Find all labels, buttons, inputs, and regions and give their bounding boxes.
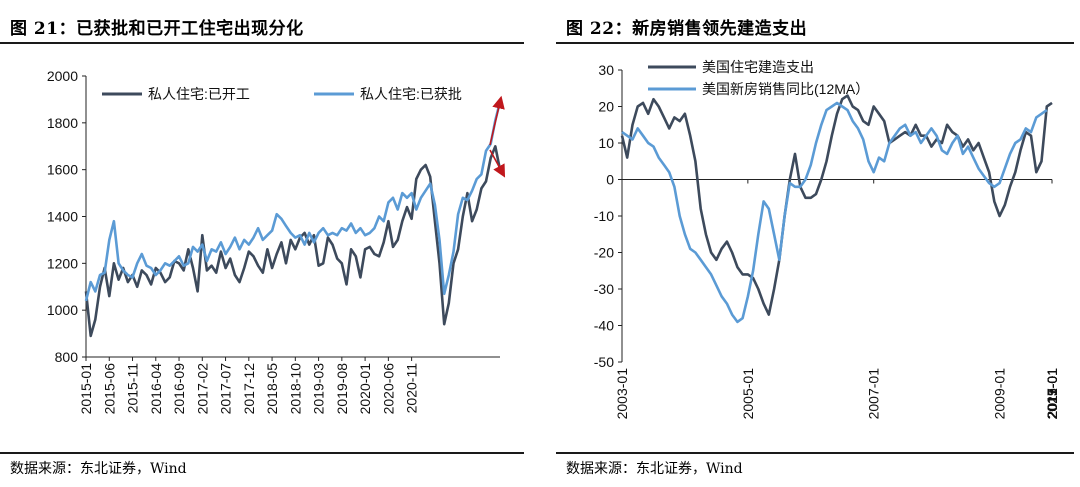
x-tick-label: 2017-02 [194, 363, 210, 415]
x-tick-label: 2011-01 [1044, 368, 1060, 419]
x-tick-label: 2019-08 [334, 363, 350, 415]
y-tick-label: -30 [594, 281, 614, 297]
figure-21: 图 21：已获批和已开工住宅出现分化 800 1000 1200 1400 1600 18… [0, 19, 524, 477]
y-tick-label: -40 [594, 318, 614, 334]
figure-21-source: 数据来源：东北证券，Wind [10, 461, 187, 477]
x-tick-label: 2019-01 [1044, 368, 1060, 420]
annotation-arrow-down [489, 149, 506, 178]
y-tick-label: 0 [606, 172, 614, 188]
y-tick-label: 1400 [47, 209, 78, 225]
y-tick-label: 20 [598, 99, 614, 115]
legend-label: 美国新房销售同比(12MA） [702, 81, 869, 97]
x-tick-label: 2009-01 [992, 368, 1008, 420]
source-rule [556, 452, 1074, 454]
series-line-2 [84, 101, 502, 302]
figure-22-title: 图 22：新房销售领先建造支出 [566, 19, 808, 39]
x-tick-label: 2020-01 [357, 363, 373, 415]
series-line-1 [620, 94, 1053, 316]
annotation-arrow-up [489, 95, 505, 146]
x-tick-label: 2016-09 [171, 363, 187, 415]
figure-21-title: 图 21：已获批和已开工住宅出现分化 [10, 19, 304, 39]
x-tick-label: 2018-10 [287, 363, 303, 415]
y-tick-label: -10 [594, 208, 614, 224]
x-tick-label: 2018-05 [264, 363, 280, 415]
y-tick-label: 30 [598, 62, 614, 78]
y-tick-label: 1800 [47, 115, 78, 131]
x-tick-label: 2016-04 [148, 363, 164, 415]
legend-label: 美国住宅建造支出 [702, 59, 814, 75]
y-tick-label: 10 [598, 135, 614, 151]
y-tick-label: -20 [594, 245, 614, 261]
x-tick-label: 2015-01 [78, 363, 94, 415]
legend-label: 私人住宅:已开工 [148, 86, 250, 102]
x-tick-label: 2017-01 [1044, 368, 1060, 420]
y-tick-label: 1200 [47, 255, 78, 271]
y-tick-label: 1000 [47, 302, 78, 318]
y-tick-label: 2000 [47, 68, 78, 84]
series-line-1 [84, 145, 502, 338]
x-tick-label: 2015-11 [125, 363, 141, 414]
title-rule [556, 42, 1074, 44]
y-tick-label: 800 [55, 349, 79, 365]
chart-22: -50 -40 -30 -20 -10 0 10 20 30 2003-01 2005-01 2007… [594, 59, 1060, 420]
title-rule [0, 42, 524, 44]
source-rule [0, 452, 524, 454]
x-tick-label: 2013-01 [1044, 368, 1060, 420]
figure-22: 图 22：新房销售领先建造支出 -50 -40 -30 -20 -10 0 10 20 30 20… [556, 0, 1080, 487]
x-tick-label: 2017-12 [241, 363, 257, 415]
x-tick-label: 2017-07 [218, 363, 234, 415]
y-tick-label: -50 [594, 354, 614, 370]
y-tick-label: 1600 [47, 162, 78, 178]
chart-21: 800 1000 1200 1400 1600 1800 2000 2015-01 2015-0… [47, 68, 506, 415]
x-tick-label: 2007-01 [866, 368, 882, 420]
x-tick-label: 2021-01 [1044, 368, 1060, 420]
x-tick-label: 2005-01 [740, 368, 756, 420]
x-tick-label: 2020-06 [380, 363, 396, 415]
figure-22-source: 数据来源：东北证券，Wind [566, 461, 743, 477]
legend-label: 私人住宅:已获批 [360, 86, 462, 102]
x-tick-label: 2015-01 [1044, 368, 1060, 420]
x-tick-label: 2015-06 [101, 363, 117, 415]
x-tick-label: 2019-03 [311, 363, 327, 415]
series-line-2 [621, 101, 1048, 324]
x-tick-label: 2003-01 [614, 368, 630, 420]
x-tick-label: 2020-11 [404, 363, 420, 414]
